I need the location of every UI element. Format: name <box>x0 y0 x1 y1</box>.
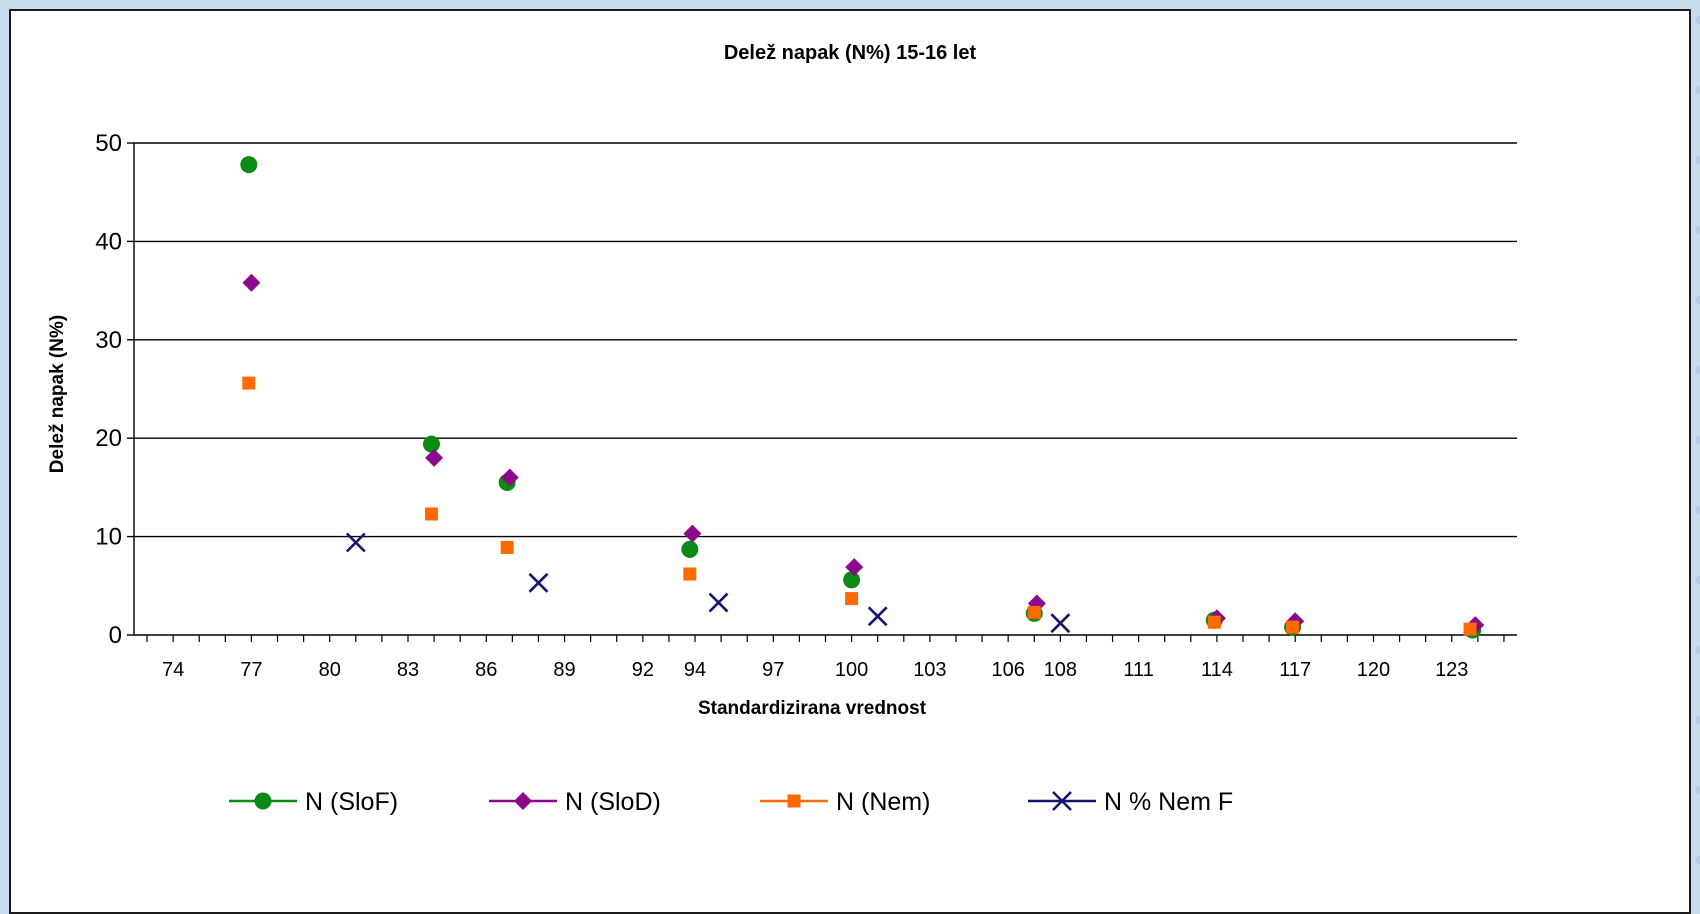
y-tick-labels: 0 10 20 30 40 50 <box>95 130 122 649</box>
series-2 <box>242 273 1485 635</box>
scatter-chart: 0 10 20 30 40 50 74 77 80 83 86 89 92 94 97 100 103 106 1… <box>47 42 1517 816</box>
y-tick-label: 40 <box>95 228 122 255</box>
data-point <box>1286 620 1300 634</box>
legend-marker <box>787 794 801 808</box>
data-point <box>845 592 859 606</box>
legend-item-1: N (SloF) <box>229 788 398 816</box>
data-point <box>422 435 440 453</box>
x-tick-label: 92 <box>632 659 654 681</box>
data-point <box>843 571 861 589</box>
axes <box>127 142 1517 642</box>
x-tick-label: 94 <box>684 659 706 681</box>
data-point <box>242 273 261 292</box>
x-tick-labels: 74 77 80 83 86 89 92 94 97 100 103 106 108 111 114 117 1… <box>162 659 1468 681</box>
data-point <box>1050 613 1071 634</box>
legend-item-2: N (SloD) <box>489 788 661 816</box>
data-point <box>681 540 699 558</box>
legend-label: N % Nem F <box>1104 788 1233 816</box>
data-point <box>345 532 366 553</box>
x-tick-label: 74 <box>162 659 184 681</box>
legend-label: N (SloF) <box>305 788 398 816</box>
series-3 <box>242 376 1477 636</box>
y-axis-label: Delež napak (N%) <box>47 315 68 473</box>
legend-label: N (SloD) <box>565 788 661 816</box>
y-tick-label: 0 <box>109 622 122 649</box>
legend-item-4: N % Nem F <box>1028 788 1233 816</box>
data-point <box>528 572 549 593</box>
x-tick-label: 100 <box>835 659 868 681</box>
legend-marker <box>1052 791 1072 811</box>
chart-frame: 0 10 20 30 40 50 74 77 80 83 86 89 92 94 97 100 103 106 1… <box>9 9 1691 914</box>
x-tick-label: 83 <box>397 659 419 681</box>
data-point <box>683 524 702 543</box>
data-point <box>500 468 519 487</box>
data-point <box>425 448 444 467</box>
x-tick-label: 80 <box>319 659 341 681</box>
data-point <box>1207 615 1221 629</box>
legend: N (SloF) N (SloD) N (Nem) N % Nem F <box>229 788 1233 816</box>
x-tick-label: 120 <box>1357 659 1390 681</box>
data-point <box>1027 605 1041 619</box>
data-point <box>242 376 256 390</box>
legend-item-3: N (Nem) <box>760 788 930 816</box>
x-tick-label: 123 <box>1435 659 1468 681</box>
data-point <box>845 558 864 577</box>
x-tick-label: 106 <box>991 659 1024 681</box>
x-tick-label: 114 <box>1201 659 1233 681</box>
x-axis-label: Standardizirana vrednost <box>698 698 927 719</box>
x-tick-label: 86 <box>475 659 497 681</box>
data-point <box>683 567 697 581</box>
x-tick-label: 103 <box>913 659 946 681</box>
legend-label: N (Nem) <box>836 788 930 816</box>
x-tick-label: 89 <box>553 659 575 681</box>
data-point <box>1463 622 1477 636</box>
data-point <box>424 507 438 521</box>
data-point <box>500 540 514 554</box>
x-tick-label: 97 <box>762 659 784 681</box>
data-point <box>708 592 729 613</box>
data-series <box>240 156 1485 639</box>
chart-title: Delež napak (N%) 15-16 let <box>724 42 977 64</box>
x-tick-label: 108 <box>1044 659 1077 681</box>
x-tick-label: 77 <box>240 659 262 681</box>
y-tick-label: 20 <box>95 425 122 452</box>
series-4 <box>345 532 1071 634</box>
legend-marker <box>514 792 532 810</box>
x-tick-label: 111 <box>1123 659 1153 681</box>
gridlines <box>134 142 1517 538</box>
data-point <box>240 156 258 174</box>
legend-marker <box>254 792 272 810</box>
x-tick-label: 117 <box>1279 659 1311 681</box>
data-point <box>867 606 888 627</box>
y-tick-label: 50 <box>95 130 122 157</box>
y-tick-label: 10 <box>95 524 122 551</box>
y-tick-label: 30 <box>95 327 122 354</box>
